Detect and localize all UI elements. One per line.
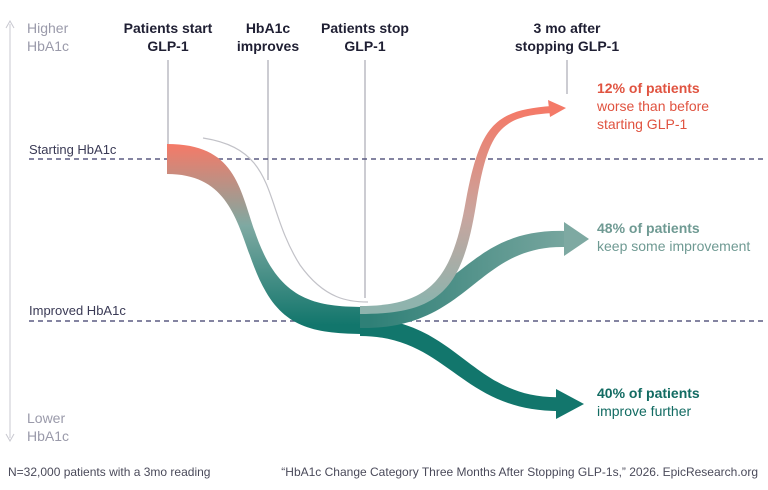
outcome-label-worse: 12% of patients worse than before starti… [596, 80, 709, 132]
arrowhead-improve-further [556, 389, 584, 419]
outline-curve [202, 137, 369, 303]
svg-text:starting GLP-1: starting GLP-1 [597, 116, 687, 132]
svg-text:12% of patients: 12% of patients [597, 80, 700, 96]
outcome-flow-worse [360, 106, 553, 314]
outcome-label-improve-further: 40% of patients improve further [597, 385, 700, 419]
outcome-flow-improve-further [360, 318, 565, 412]
starting-level: Starting HbA1c [29, 142, 766, 160]
axis-top-label: Higher HbA1c [27, 20, 72, 54]
sample-size-note: N=32,000 patients with a 3mo reading [8, 465, 210, 479]
svg-text:48% of patients: 48% of patients [597, 220, 700, 236]
axis-bottom-label: Lower HbA1c [27, 410, 69, 444]
improved-level: Improved HbA1c [29, 303, 766, 322]
stage-stop: Patients stop GLP-1 [321, 20, 409, 298]
main-flow-band [167, 144, 370, 334]
svg-text:worse than before: worse than before [596, 98, 709, 114]
stage-start: Patients start GLP-1 [124, 20, 213, 146]
svg-text:Improved HbA1c: Improved HbA1c [29, 303, 126, 318]
stage-improves: HbA1c improves [237, 20, 299, 180]
source-citation: “HbA1c Change Category Three Months Afte… [281, 465, 758, 479]
outcome-label-keep-improvement: 48% of patients keep some improvement [597, 220, 750, 254]
svg-text:improve further: improve further [597, 403, 691, 419]
svg-text:keep some improvement: keep some improvement [597, 238, 750, 254]
stage-after: 3 mo after stopping GLP-1 [515, 20, 619, 94]
vertical-axis [5, 19, 15, 443]
arrowhead-keep-improvement [564, 222, 589, 256]
svg-text:Starting HbA1c: Starting HbA1c [29, 142, 117, 157]
arrowhead-worse [548, 100, 566, 117]
svg-text:40% of patients: 40% of patients [597, 385, 700, 401]
